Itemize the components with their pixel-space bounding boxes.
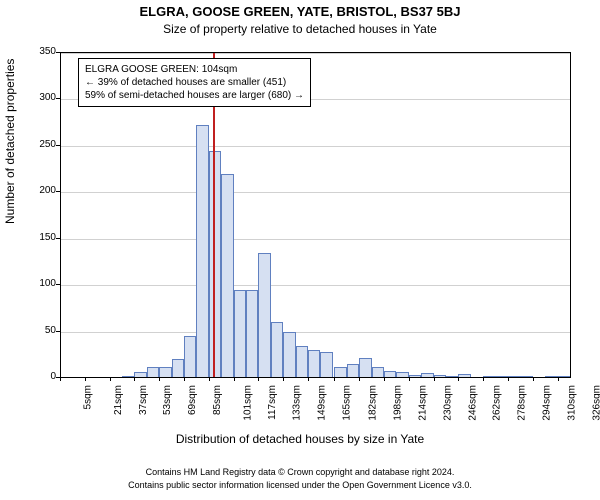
y-tick-label: 200	[28, 185, 56, 196]
x-tick-label: 133sqm	[292, 385, 303, 421]
x-tick-label: 326sqm	[591, 385, 600, 421]
x-tick-label: 101sqm	[242, 385, 253, 421]
x-tick-label: 198sqm	[393, 385, 404, 421]
chart-title: ELGRA, GOOSE GREEN, YATE, BRISTOL, BS37 …	[0, 4, 600, 19]
x-tick	[508, 377, 509, 381]
grid-line	[60, 239, 570, 240]
grid-line	[60, 53, 570, 54]
histogram-bar	[246, 290, 258, 378]
x-tick-label: 149sqm	[317, 385, 328, 421]
y-axis-line	[60, 52, 61, 377]
x-tick	[458, 377, 459, 381]
x-tick	[209, 377, 210, 381]
histogram-bar	[172, 359, 184, 378]
y-tick-label: 50	[28, 325, 56, 336]
x-tick	[308, 377, 309, 381]
x-tick-label: 37sqm	[138, 385, 149, 415]
x-tick-label: 53sqm	[162, 385, 173, 415]
histogram-bar	[234, 290, 246, 378]
grid-line	[60, 146, 570, 147]
x-tick-label: 5sqm	[82, 385, 93, 409]
x-tick	[384, 377, 385, 381]
x-tick-label: 69sqm	[187, 385, 198, 415]
x-tick	[533, 377, 534, 381]
x-tick	[434, 377, 435, 381]
x-tick-label: 182sqm	[368, 385, 379, 421]
histogram-bar	[320, 352, 332, 378]
x-axis-label: Distribution of detached houses by size …	[0, 432, 600, 446]
x-tick	[234, 377, 235, 381]
histogram-bar	[347, 364, 359, 378]
histogram-bar	[258, 253, 270, 378]
x-tick-label: 246sqm	[467, 385, 478, 421]
x-tick	[159, 377, 160, 381]
histogram-bar	[221, 174, 233, 378]
chart-subtitle: Size of property relative to detached ho…	[0, 22, 600, 36]
x-tick-label: 117sqm	[266, 385, 277, 420]
x-tick-label: 85sqm	[212, 385, 223, 415]
x-tick-label: 278sqm	[517, 385, 528, 421]
y-tick-label: 0	[28, 371, 56, 382]
x-tick	[184, 377, 185, 381]
x-tick	[359, 377, 360, 381]
x-tick	[258, 377, 259, 381]
y-tick-label: 150	[28, 232, 56, 243]
histogram-bar	[196, 125, 208, 378]
histogram-bar	[271, 322, 283, 378]
x-tick-label: 310sqm	[566, 385, 577, 421]
x-axis-line	[60, 377, 570, 378]
footer-line-2: Contains public sector information licen…	[0, 480, 600, 490]
x-tick	[60, 377, 61, 381]
info-box: ELGRA GOOSE GREEN: 104sqm ← 39% of detac…	[78, 58, 311, 107]
x-tick	[558, 377, 559, 381]
x-tick-label: 294sqm	[542, 385, 553, 421]
grid-line	[60, 285, 570, 286]
x-tick	[283, 377, 284, 381]
y-tick-label: 350	[28, 46, 56, 57]
footer-line-1: Contains HM Land Registry data © Crown c…	[0, 467, 600, 477]
info-line-1: ELGRA GOOSE GREEN: 104sqm	[85, 63, 304, 76]
x-tick-label: 230sqm	[442, 385, 453, 421]
x-tick	[483, 377, 484, 381]
x-tick-label: 21sqm	[113, 385, 124, 415]
x-tick-label: 214sqm	[418, 385, 429, 421]
grid-line	[60, 332, 570, 333]
x-tick	[85, 377, 86, 381]
x-tick	[134, 377, 135, 381]
y-tick-label: 100	[28, 278, 56, 289]
histogram-bar	[359, 358, 371, 378]
x-tick-label: 262sqm	[492, 385, 503, 421]
histogram-bar	[184, 336, 196, 378]
histogram-bar	[308, 350, 320, 378]
x-tick	[409, 377, 410, 381]
info-line-3: 59% of semi-detached houses are larger (…	[85, 89, 304, 102]
y-axis-label: Number of detached properties	[3, 204, 17, 224]
y-tick-label: 250	[28, 139, 56, 150]
y-tick-label: 300	[28, 92, 56, 103]
histogram-bar	[296, 346, 308, 378]
histogram-bar	[283, 332, 295, 378]
x-tick	[110, 377, 111, 381]
x-tick-label: 165sqm	[342, 385, 353, 421]
grid-line	[60, 192, 570, 193]
x-tick	[334, 377, 335, 381]
info-line-2: ← 39% of detached houses are smaller (45…	[85, 76, 304, 89]
